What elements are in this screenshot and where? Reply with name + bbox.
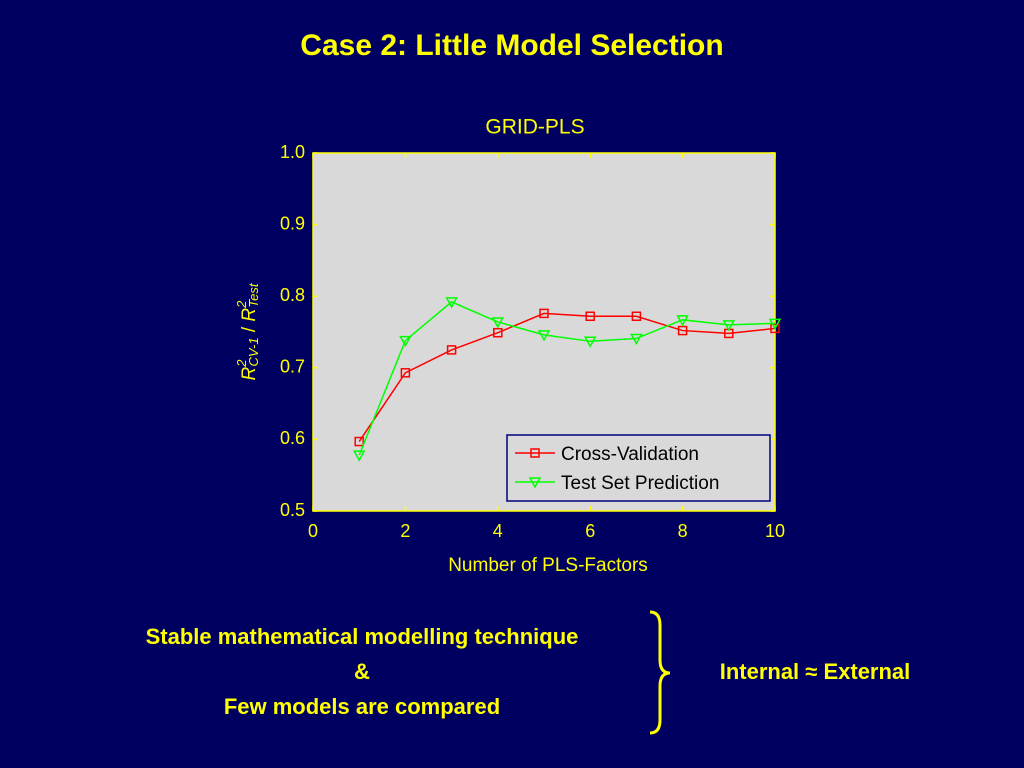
marker (400, 368, 411, 378)
x-tick-label: 4 (493, 521, 503, 541)
marker (354, 436, 364, 447)
x-axis-label: Number of PLS-Factors (448, 555, 648, 576)
slide-title: Case 2: Little Model Selection (300, 29, 723, 62)
note-line: & (354, 659, 370, 684)
x-tick-label: 2 (400, 521, 410, 541)
marker (528, 477, 542, 489)
x-tick-label: 0 (308, 521, 318, 541)
marker (585, 311, 595, 321)
note-line: Stable mathematical modelling technique (146, 624, 579, 649)
y-axis-label-part: Test (246, 282, 261, 307)
marker (770, 323, 780, 334)
y-tick-label: 0.8 (280, 285, 305, 305)
series-line (358, 312, 776, 442)
marker (631, 311, 642, 321)
marker (768, 318, 782, 330)
marker (530, 448, 540, 458)
y-tick-label: 0.9 (280, 213, 305, 233)
brace (649, 610, 671, 735)
y-axis-label-part: R (239, 367, 260, 381)
y-tick-label: 0.6 (280, 428, 305, 448)
y-axis-label-part: / (239, 322, 260, 338)
legend-box (506, 434, 771, 502)
marker (445, 297, 458, 309)
legend-label: Test Set Prediction (561, 473, 719, 494)
marker (493, 327, 503, 338)
x-tick-label: 10 (765, 521, 785, 541)
marker (446, 345, 457, 355)
marker (539, 308, 549, 319)
marker (630, 333, 643, 345)
marker (352, 450, 366, 462)
series-line (358, 301, 776, 456)
conclusion: Internal ≈ External (720, 659, 911, 684)
marker (722, 320, 736, 332)
y-axis-label-part: R (239, 308, 260, 322)
y-axis-label: R2CV-1 / R2Test (234, 282, 261, 380)
note-line: Few models are compared (224, 694, 500, 719)
y-axis-label-part: 2 (234, 359, 249, 368)
chart-title: GRID-PLS (485, 116, 584, 139)
y-tick-label: 0.7 (280, 357, 305, 377)
marker (537, 330, 551, 342)
marker (583, 336, 597, 348)
x-tick-label: 8 (678, 521, 688, 541)
y-axis-label-part: CV-1 (246, 337, 261, 366)
y-axis-label-part: 2 (234, 300, 249, 309)
marker (676, 315, 689, 327)
marker (491, 317, 505, 329)
y-tick-label: 0.5 (280, 500, 305, 520)
marker (399, 335, 412, 348)
x-tick-label: 6 (585, 521, 595, 541)
marker (677, 325, 688, 336)
y-tick-label: 1.0 (280, 142, 305, 162)
legend-label: Cross-Validation (561, 444, 699, 465)
